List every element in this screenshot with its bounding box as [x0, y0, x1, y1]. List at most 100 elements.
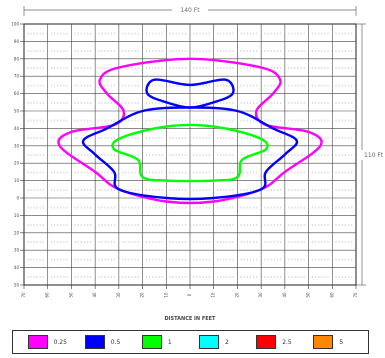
- y-tick-label: 90: [14, 39, 20, 44]
- grid-cell-value: 0.0 0.0 0.0: [335, 136, 353, 140]
- grid-cell-value: 0.0 0.0 0.0: [193, 49, 211, 53]
- grid-cell-value: 0.0 0.0 0.0: [146, 205, 164, 209]
- grid-cell-value: 0.0 0.0 0.0: [27, 101, 45, 105]
- grid-cell-value: 0.0 0.0 0.0: [312, 258, 330, 262]
- grid-cell-value: 0.0 0.0 0.0: [122, 240, 140, 244]
- grid-cell-value: 0.0 0.0 0.0: [264, 240, 282, 244]
- grid-cell-value: 0.0 0.0 0.0: [169, 84, 187, 88]
- grid-cell-value: 0.0 0.0 0.0: [74, 118, 92, 122]
- grid-cell-value: 0.0 0.0 0.0: [74, 188, 92, 192]
- x-tick-label: 30: [258, 292, 263, 298]
- grid-cell-value: 0.0 0.0 0.0: [146, 84, 164, 88]
- legend-swatch: [84, 335, 105, 349]
- grid-cell-value: 0.0 0.0 0.0: [217, 153, 235, 157]
- grid-cell-value: 0.0 0.0 0.0: [264, 136, 282, 140]
- grid-cell-value: 0.0 0.0 0.0: [240, 101, 258, 105]
- legend-item: 1: [141, 335, 182, 349]
- grid-cell-value: 0.0 0.0 0.0: [51, 171, 69, 175]
- dimension-lines: 140 Ft 110 Ft: [23, 5, 384, 286]
- grid-cell-value: 0.0 0.0 0.0: [98, 118, 116, 122]
- grid-cell-value: 0.0 0.0 0.0: [122, 205, 140, 209]
- grid-cell-value: 0.0 0.0 0.0: [27, 153, 45, 157]
- grid-cell-value: 0.0 0.0 0.0: [146, 101, 164, 105]
- grid-cell-value: 0.0 0.0 0.0: [335, 275, 353, 279]
- grid-cell-value: 0.0 0.0 0.0: [312, 240, 330, 244]
- contour-lines: [57, 57, 323, 205]
- grid-cell-value: 0.0 0.0 0.0: [146, 49, 164, 53]
- y-tick-label: 20: [14, 161, 20, 166]
- grid-cell-value: 0.0 0.0 0.0: [27, 31, 45, 35]
- grid-cell-value: 0.0 0.0 0.0: [51, 275, 69, 279]
- x-tick-label: 0: [187, 293, 192, 296]
- grid-cell-value: 0.0 0.0 0.0: [51, 188, 69, 192]
- x-tick-label: 70: [353, 292, 358, 298]
- grid-cell-value: 0.0 0.0 0.0: [98, 240, 116, 244]
- grid-cell-value: 0.0 0.0 0.0: [264, 66, 282, 70]
- y-tick-label: 20: [14, 230, 20, 235]
- grid-cell-value: 0.0 0.0 0.0: [288, 258, 306, 262]
- x-tick-label: 20: [234, 292, 239, 298]
- x-tick-label: 60: [45, 292, 50, 298]
- y-tick-label: 10: [14, 178, 20, 183]
- grid-cell-value: 0.0 0.0 0.0: [217, 31, 235, 35]
- y-tick-label: 50: [14, 109, 20, 114]
- grid-cell-value: 0.0 0.0 0.0: [169, 240, 187, 244]
- grid-cell-value: 0.0 0.0 0.0: [240, 136, 258, 140]
- grid-cell-value: 0.0 0.0 0.0: [51, 240, 69, 244]
- legend-label: 0.5: [110, 338, 121, 346]
- grid-cell-value: 0.0 0.0 0.0: [27, 258, 45, 262]
- grid-cell-value: 0.0 0.0 0.0: [51, 258, 69, 262]
- grid-cell-value: 0.0 0.0 0.0: [51, 118, 69, 122]
- grid-cell-value: 0.0 0.0 0.0: [240, 84, 258, 88]
- grid-cell-value: 0.0 0.0 0.0: [335, 153, 353, 157]
- x-axis-title: DISTANCE IN FEET: [165, 316, 217, 322]
- grid-cell-value: 0.0 0.0 0.0: [193, 223, 211, 227]
- grid-cell-value: 0.0 0.0 0.0: [27, 188, 45, 192]
- grid-cell-value: 0.0 0.0 0.0: [98, 66, 116, 70]
- grid-cell-value: 0.0 0.0 0.0: [74, 258, 92, 262]
- grid-cell-value: 0.0 0.0 0.0: [74, 275, 92, 279]
- grid-cell-value: 0.0 0.0 0.0: [335, 101, 353, 105]
- grid-cell-value: 0.0 0.0 0.0: [288, 153, 306, 157]
- grid-cell-value: 0.0 0.0 0.0: [264, 258, 282, 262]
- grid-cell-value: 0.0 0.0 0.0: [217, 258, 235, 262]
- grid-cell-value: 0.0 0.0 0.0: [264, 171, 282, 175]
- grid-cell-value: 0.0 0.0 0.0: [98, 205, 116, 209]
- grid-cell-value: 0.0 0.0 0.0: [288, 240, 306, 244]
- grid-cell-value: 0.0 0.0 0.0: [51, 223, 69, 227]
- grid-cell-value: 0.0 0.0 0.0: [288, 223, 306, 227]
- x-tick-label: 70: [21, 292, 26, 298]
- grid-cell-value: 0.0 0.0 0.0: [146, 188, 164, 192]
- grid-cell-value: 0.0 0.0 0.0: [74, 240, 92, 244]
- x-tick-label: 40: [282, 292, 287, 298]
- grid-cell-value: 0.0 0.0 0.0: [217, 101, 235, 105]
- grid-cell-value: 0.0 0.0 0.0: [74, 66, 92, 70]
- grid-cell-value: 0.0 0.0 0.0: [217, 275, 235, 279]
- grid-cell-value: 0.0 0.0 0.0: [264, 275, 282, 279]
- grid-cell-value: 0.0 0.0 0.0: [51, 49, 69, 53]
- grid-cell-value: 0.0 0.0 0.0: [27, 223, 45, 227]
- x-axis-ticks: 70 60 50 40 30 20 10 0 10 20 30 40 50 60 70: [21, 285, 358, 298]
- y-tick-label: 30: [14, 248, 20, 253]
- grid-cell-value: 0.0 0.0 0.0: [335, 240, 353, 244]
- x-tick-label: 30: [116, 292, 121, 298]
- legend-swatch: [27, 335, 48, 349]
- grid-cell-value: 0.0 0.0 0.0: [169, 49, 187, 53]
- grid-cell-value: 0.0 0.0 0.0: [98, 258, 116, 262]
- grid-cell-value: 0.0 0.0 0.0: [27, 171, 45, 175]
- grid-cell-value: 0.0 0.0 0.0: [240, 205, 258, 209]
- grid-cell-value: 0.0 0.0 0.0: [312, 223, 330, 227]
- y-tick-label: 50: [14, 283, 20, 288]
- grid-cell-value: 0.0 0.0 0.0: [264, 49, 282, 53]
- grid-cell-value: 0.0 0.0 0.0: [335, 31, 353, 35]
- grid-cell-value: 0.0 0.0 0.0: [193, 171, 211, 175]
- grid-cell-value: 0.0 0.0 0.0: [74, 84, 92, 88]
- grid-cell-value: 0.0 0.0 0.0: [217, 49, 235, 53]
- grid-cell-value: 0.0 0.0 0.0: [27, 136, 45, 140]
- grid-cell-value: 0.0 0.0 0.0: [74, 101, 92, 105]
- grid-cell-value: 0.0 0.0 0.0: [74, 136, 92, 140]
- grid-cell-value: 0.0 0.0 0.0: [193, 66, 211, 70]
- grid-cell-value: 0.0 0.0 0.0: [288, 101, 306, 105]
- grid-cell-value: 0.0 0.0 0.0: [264, 84, 282, 88]
- grid-cell-value: 0.0 0.0 0.0: [312, 31, 330, 35]
